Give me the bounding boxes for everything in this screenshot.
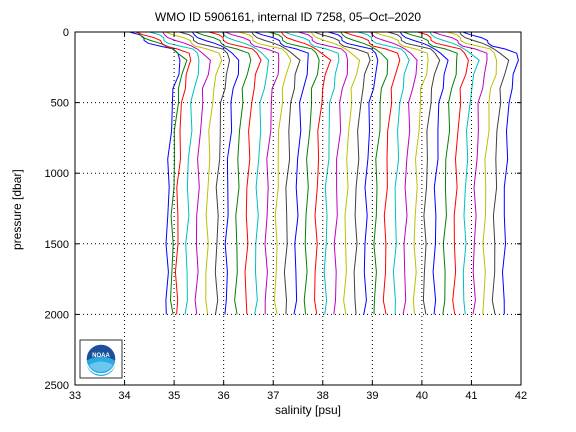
- profile-line: [191, 31, 240, 315]
- profile-line: [149, 31, 200, 315]
- x-tick-label: 35: [168, 390, 180, 402]
- axes-box: [74, 31, 522, 386]
- y-tick-label: 500: [51, 98, 69, 110]
- x-tick-label: 33: [69, 390, 81, 402]
- profile-line: [162, 31, 211, 315]
- x-tick-label: 39: [366, 390, 378, 402]
- profile-line: [221, 31, 270, 315]
- profile-line: [328, 31, 379, 315]
- x-tick-label: 34: [118, 390, 130, 402]
- profile-line: [340, 31, 389, 315]
- profile-line: [399, 31, 449, 315]
- x-tick-label: 41: [465, 390, 477, 402]
- profile-line: [403, 31, 458, 315]
- profile-line: [370, 31, 418, 315]
- profile-line: [179, 31, 231, 315]
- profile-line: [429, 31, 480, 315]
- profile-line: [447, 31, 498, 315]
- profile-line: [373, 31, 429, 315]
- profile-line: [298, 31, 349, 315]
- x-axis-label: salinity [psu]: [274, 403, 342, 417]
- profile-line: [268, 31, 320, 315]
- profile-line: [314, 31, 371, 315]
- profile-line: [129, 31, 181, 315]
- profile-line: [310, 31, 361, 315]
- profile-line: [432, 31, 488, 315]
- noaa-logo: NOAA: [79, 339, 123, 379]
- profile-line: [462, 31, 519, 315]
- y-tick-label: 1500: [45, 239, 69, 251]
- y-tick-label: 2000: [45, 309, 69, 321]
- profile-line: [135, 31, 192, 315]
- noaa-logo-text: NOAA: [92, 353, 110, 359]
- y-tick-label: 0: [63, 27, 69, 39]
- x-tick-label: 37: [267, 390, 279, 402]
- profile-line: [165, 31, 223, 315]
- profile-line: [224, 31, 280, 315]
- axis-ticks: 33 34 35 36 37 38 39 40 41 42 0 500 1000 1500 2000 2500: [45, 27, 528, 402]
- y-axis-label: pressure [dbar]: [10, 169, 24, 250]
- x-tick-label: 38: [317, 390, 329, 402]
- salinity-profiles: [129, 31, 519, 315]
- profile-line: [280, 31, 332, 315]
- profile-line: [195, 31, 252, 315]
- profile-line: [137, 31, 188, 315]
- profile-line: [254, 31, 309, 315]
- y-tick-label: 2500: [45, 380, 69, 392]
- profile-line: [417, 31, 469, 315]
- grid-lines: [75, 32, 521, 385]
- y-tick-label: 1000: [45, 168, 69, 180]
- profile-line: [343, 31, 401, 315]
- x-tick-label: 36: [218, 390, 230, 402]
- x-tick-label: 40: [416, 390, 428, 402]
- profile-line: [387, 31, 441, 315]
- x-tick-label: 42: [515, 390, 527, 402]
- profile-line: [251, 31, 301, 315]
- profile-line: [238, 31, 292, 315]
- chart-title: WMO ID 5906161, internal ID 7258, 05–Oct…: [154, 10, 422, 24]
- profile-line: [459, 31, 510, 315]
- profile-line: [284, 31, 340, 315]
